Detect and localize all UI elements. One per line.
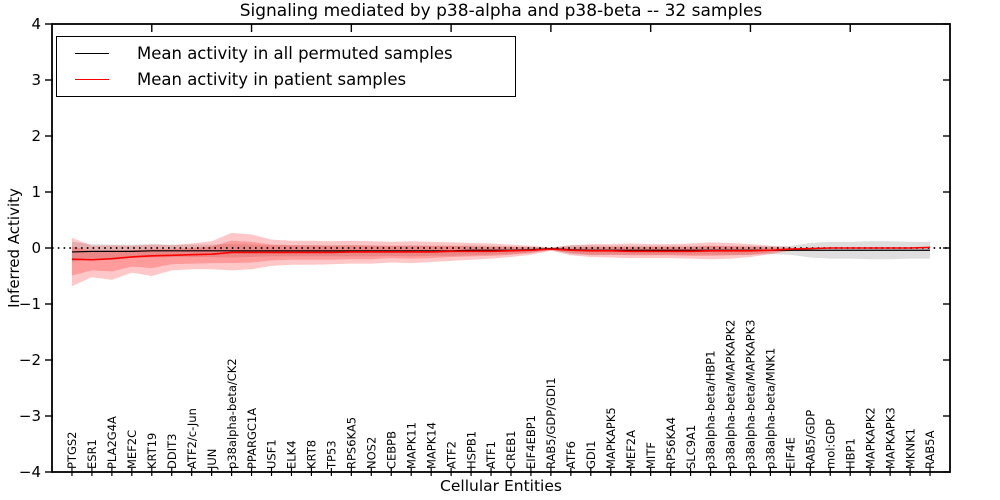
patient-band-inner bbox=[71, 240, 931, 276]
x-tick-label: PPARGC1A bbox=[245, 408, 259, 469]
y-tick-label: −3 bbox=[19, 407, 41, 425]
x-tick-label: MAPK14 bbox=[424, 422, 438, 469]
chart-title: Signaling mediated by p38-alpha and p38-… bbox=[239, 1, 763, 21]
x-tick-label: KRT19 bbox=[145, 433, 159, 469]
x-tick-label: MAPKAPK3 bbox=[883, 407, 897, 469]
y-tick-label: 3 bbox=[31, 71, 41, 89]
x-tick-label: ATF1 bbox=[484, 441, 498, 469]
y-tick-label: 0 bbox=[31, 239, 41, 257]
legend-label: Mean activity in all permuted samples bbox=[137, 44, 453, 64]
x-tick-label: RAB5A bbox=[923, 430, 937, 469]
legend-entry-patient: Mean activity in patient samples bbox=[57, 70, 515, 89]
x-tick-label: RPS6KA4 bbox=[664, 417, 678, 469]
x-tick-label: mol:GDP bbox=[823, 419, 837, 469]
x-tick-label: p38alpha-beta/MNK1 bbox=[764, 348, 778, 469]
x-tick-label: MITF bbox=[644, 442, 658, 469]
x-tick-label: ATF2 bbox=[444, 441, 458, 469]
x-tick-label: RPS6KA5 bbox=[345, 417, 359, 469]
y-tick-label: 4 bbox=[31, 15, 41, 33]
legend: Mean activity in all permuted samples Me… bbox=[56, 36, 516, 97]
x-tick-label: MEF2C bbox=[125, 430, 139, 469]
x-tick-label: HBP1 bbox=[843, 438, 857, 469]
x-tick-label: NOS2 bbox=[364, 437, 378, 469]
y-tick-label: −2 bbox=[19, 351, 41, 369]
permuted-line-swatch bbox=[75, 53, 109, 55]
x-tick-label: ELK4 bbox=[285, 440, 299, 469]
x-tick-label: ESR1 bbox=[85, 439, 99, 469]
x-tick-label: MEF2A bbox=[624, 430, 638, 469]
x-tick-label: p38alpha-beta/CK2 bbox=[225, 358, 239, 469]
legend-label: Mean activity in patient samples bbox=[137, 69, 407, 89]
x-tick-label: MKNK1 bbox=[903, 428, 917, 469]
legend-entry-permuted: Mean activity in all permuted samples bbox=[57, 44, 515, 63]
x-tick-label: p38alpha-beta/MAPKAPK2 bbox=[724, 320, 738, 470]
x-tick-label: EIF4EBP1 bbox=[524, 415, 538, 469]
x-tick-label: DDIT3 bbox=[165, 434, 179, 469]
x-tick-label: GDI1 bbox=[584, 441, 598, 469]
x-tick-label: JUN bbox=[205, 449, 219, 470]
permuted-mean-line bbox=[71, 247, 931, 253]
x-tick-label: p38alpha-beta/MAPKAPK3 bbox=[744, 320, 758, 470]
x-tick-label: KRT8 bbox=[305, 440, 319, 469]
x-tick-label: HSPB1 bbox=[464, 431, 478, 469]
x-axis-label: Cellular Entities bbox=[440, 477, 562, 495]
x-tick-label: p38alpha-beta/HBP1 bbox=[704, 350, 718, 469]
x-tick-label: SLC9A1 bbox=[684, 425, 698, 469]
x-tick-label: TP53 bbox=[325, 440, 339, 470]
x-tick-label: MAPKAPK2 bbox=[863, 407, 877, 469]
x-tick-label: CREB1 bbox=[504, 431, 518, 470]
x-tick-label: USF1 bbox=[265, 439, 279, 469]
x-tick-label: CEBPB bbox=[384, 431, 398, 469]
y-tick-label: 2 bbox=[31, 127, 41, 145]
x-tick-label: PTGS2 bbox=[65, 432, 79, 470]
x-tick-label: ATF6 bbox=[564, 441, 578, 469]
patient-mean-line bbox=[71, 246, 931, 261]
y-tick-label: −1 bbox=[19, 295, 41, 313]
y-axis-label: Inferred Activity bbox=[5, 188, 23, 308]
x-tick-label: RAB5/GDP bbox=[804, 410, 818, 469]
x-tick-label: MAPK11 bbox=[404, 422, 418, 469]
x-tick-label: ATF2/c-Jun bbox=[185, 408, 199, 469]
y-tick-label: 1 bbox=[31, 183, 41, 201]
x-tick-label: RAB5/GDP/GDI1 bbox=[544, 377, 558, 469]
x-tick-label: MAPKAPK5 bbox=[604, 407, 618, 469]
x-tick-label: PLA2G4A bbox=[105, 416, 119, 469]
x-tick-label: EIF4E bbox=[784, 437, 798, 469]
y-tick-label: −4 bbox=[19, 463, 41, 481]
patient-line-swatch bbox=[75, 78, 109, 80]
patient-band-outer bbox=[71, 232, 931, 287]
